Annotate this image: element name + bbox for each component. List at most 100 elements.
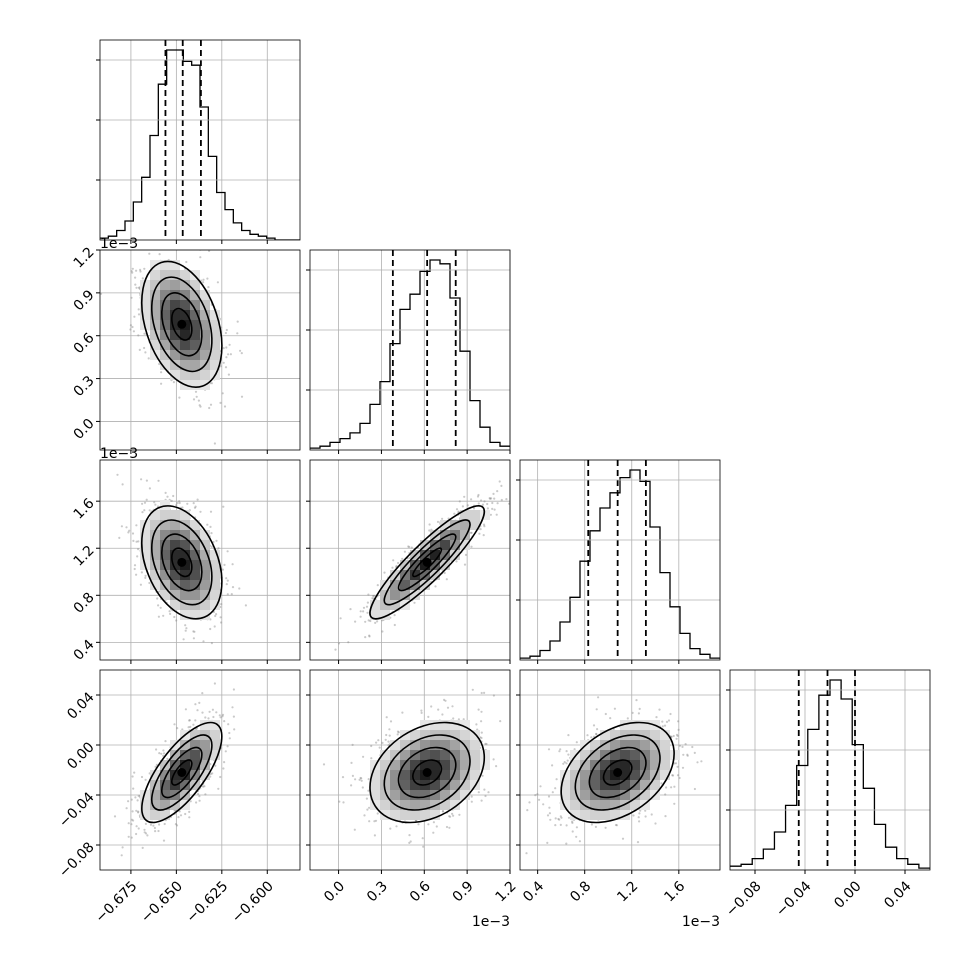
sample-point xyxy=(227,373,230,376)
sample-point xyxy=(137,334,140,337)
density-cell xyxy=(380,810,390,820)
scatter-panel-0-3 xyxy=(96,669,301,874)
sample-point xyxy=(226,579,229,582)
contour-line xyxy=(141,260,223,388)
density-cell xyxy=(380,780,390,790)
sample-point xyxy=(495,513,498,516)
sample-point xyxy=(510,763,512,765)
sample-point xyxy=(471,688,474,691)
sample-point xyxy=(135,269,138,272)
sample-point xyxy=(408,545,411,549)
contour-line xyxy=(151,519,213,606)
contour-line xyxy=(369,505,486,620)
density-cell xyxy=(160,780,170,790)
density-cell xyxy=(170,540,180,550)
sample-point xyxy=(417,823,420,826)
sample-point xyxy=(125,526,128,529)
sample-point xyxy=(223,563,226,567)
sample-point xyxy=(229,353,232,356)
sample-point xyxy=(148,252,151,255)
sample-point xyxy=(204,793,207,796)
sample-point xyxy=(196,498,199,501)
sample-point xyxy=(480,710,483,713)
sample-point xyxy=(129,324,132,327)
sample-point xyxy=(428,523,431,526)
density-cell xyxy=(190,560,200,570)
sample-point xyxy=(210,532,213,535)
sample-point xyxy=(199,528,202,531)
sample-point xyxy=(375,741,378,744)
sample-point xyxy=(145,242,147,244)
sample-point xyxy=(213,682,216,685)
sample-point xyxy=(153,826,156,830)
sample-point xyxy=(201,711,204,714)
sample-point xyxy=(143,828,146,831)
sample-point xyxy=(393,623,396,627)
sample-point xyxy=(228,731,231,735)
density-cell xyxy=(390,810,400,820)
sample-point xyxy=(143,332,146,335)
density-cell xyxy=(210,550,220,560)
sample-point xyxy=(341,776,345,779)
panel-content xyxy=(310,250,510,450)
sample-point xyxy=(239,349,242,352)
density-cell xyxy=(170,550,180,560)
sample-point xyxy=(154,830,157,833)
sample-point xyxy=(231,706,234,709)
sample-point xyxy=(184,629,187,632)
sample-point xyxy=(132,787,135,790)
sample-point xyxy=(203,785,206,788)
density-cell xyxy=(190,360,200,370)
density-cell xyxy=(430,540,440,550)
sample-point xyxy=(174,823,177,826)
sample-point xyxy=(481,503,485,506)
sample-point xyxy=(218,714,221,717)
density-cell xyxy=(200,570,210,580)
density-cell xyxy=(380,750,390,760)
sample-point xyxy=(144,351,147,354)
sample-point xyxy=(148,487,151,490)
sample-point xyxy=(163,752,166,755)
sample-point xyxy=(415,819,418,822)
sample-point xyxy=(432,821,435,824)
sample-point xyxy=(489,513,492,516)
panel-frame xyxy=(99,249,301,451)
sample-point xyxy=(373,594,376,597)
density-cell xyxy=(210,600,220,610)
density-cell xyxy=(180,740,190,750)
density-cell xyxy=(150,770,160,780)
sample-point xyxy=(347,641,350,644)
density-cell xyxy=(210,570,220,580)
sample-point xyxy=(367,593,370,596)
sample-point xyxy=(480,499,483,502)
contour-line xyxy=(171,307,193,341)
density-cell xyxy=(390,580,400,590)
density-cell xyxy=(390,770,400,780)
sample-point xyxy=(470,795,473,798)
sample-point xyxy=(367,778,370,781)
density-cell xyxy=(200,740,210,750)
density-cell xyxy=(420,750,430,760)
density-cell xyxy=(210,590,220,600)
density-cell xyxy=(190,730,200,740)
panel-content xyxy=(322,688,512,848)
density-cell xyxy=(190,340,200,350)
sample-point xyxy=(384,738,387,741)
density-cell xyxy=(170,300,180,310)
density-cell xyxy=(440,750,450,760)
density-cell xyxy=(180,290,190,300)
panel-content xyxy=(520,460,720,660)
sample-point xyxy=(139,245,141,247)
sample-point xyxy=(477,502,480,505)
sample-point xyxy=(192,502,195,505)
sample-point xyxy=(118,536,121,540)
density-cell xyxy=(210,560,220,570)
sample-point xyxy=(480,799,483,802)
density-cell xyxy=(160,570,170,580)
density-cell xyxy=(410,760,420,770)
sample-point xyxy=(188,816,191,819)
density-cell xyxy=(180,330,190,340)
density-cell xyxy=(190,310,200,320)
sample-point xyxy=(470,531,473,534)
sample-point xyxy=(202,281,205,284)
